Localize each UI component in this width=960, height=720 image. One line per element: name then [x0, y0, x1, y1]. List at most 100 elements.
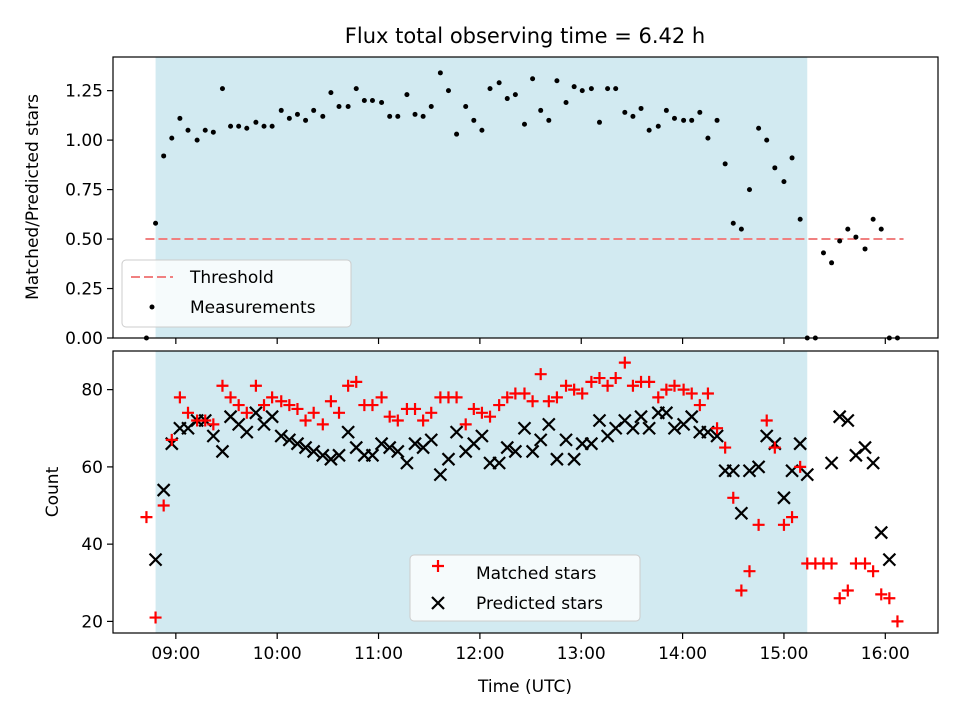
predicted-stars-point — [710, 429, 724, 443]
predicted-stars-point — [592, 413, 607, 428]
matched-stars-point — [891, 615, 904, 628]
legend-threshold-label: Threshold — [189, 268, 274, 288]
matched-stars-point — [560, 379, 573, 392]
xtick-label: 12:00 — [455, 644, 504, 664]
predicted-stars-point — [734, 506, 749, 521]
matched-stars-point — [542, 395, 555, 408]
measurement-point — [870, 216, 876, 222]
predicted-stars-point — [316, 448, 330, 463]
matched-stars-point — [232, 399, 245, 412]
top-y-axis-label: Matched/Predicted stars — [23, 94, 43, 300]
predicted-stars-point — [777, 491, 791, 505]
predicted-stars-point — [567, 452, 581, 466]
predicted-stars-point — [265, 409, 279, 424]
matched-stars-point — [417, 414, 430, 427]
predicted-stars-point — [475, 429, 489, 443]
measurement-point — [738, 226, 744, 232]
matched-stars-point — [609, 372, 622, 385]
top-ytick-label: 0.75 — [65, 181, 103, 201]
predicted-stars-point — [793, 436, 807, 451]
measurement-point — [730, 220, 736, 226]
matched-stars-point — [149, 611, 162, 624]
top-ytick-label: 1.00 — [65, 131, 103, 151]
measurement-point — [185, 127, 191, 133]
predicted-stars-point — [206, 429, 221, 443]
predicted-stars-point — [882, 552, 897, 567]
matched-stars-point — [316, 418, 329, 431]
matched-stars-point — [518, 387, 531, 400]
measurement-point — [689, 117, 695, 123]
measurement-point — [521, 121, 527, 127]
measurement-point — [471, 117, 477, 123]
matched-stars-point — [291, 402, 304, 415]
measurement-point — [202, 127, 208, 133]
matched-stars-point — [375, 391, 388, 404]
matched-stars-point — [841, 584, 854, 597]
matched-stars-point — [493, 399, 506, 412]
measurement-point — [829, 260, 835, 266]
measurement-point — [845, 226, 851, 232]
matched-stars-point — [618, 356, 631, 369]
matched-stars-point — [324, 395, 337, 408]
measurement-point — [705, 135, 711, 141]
legend-matched-swatch — [432, 560, 444, 572]
measurement-point — [303, 117, 309, 123]
matched-stars-point — [534, 368, 547, 381]
matched-stars-point — [825, 557, 838, 570]
measurement-point — [789, 155, 795, 161]
predicted-stars-point — [274, 429, 289, 443]
matched-stars-point — [450, 391, 463, 404]
measurement-point — [161, 153, 167, 159]
measurement-point — [563, 100, 569, 106]
predicted-stars-point — [517, 421, 532, 436]
predicted-stars-point — [400, 456, 414, 470]
matched-stars-point — [743, 565, 756, 578]
predicted-stars-point — [365, 448, 380, 463]
matched-stars-point — [409, 402, 422, 415]
measurement-point — [655, 123, 661, 129]
predicted-stars-point — [866, 456, 880, 470]
measurement-point — [454, 131, 460, 137]
measurement-point — [538, 107, 544, 113]
measurement-point — [328, 90, 334, 96]
measurement-point — [837, 238, 843, 244]
measurement-point — [479, 127, 485, 133]
matched-stars-point — [366, 399, 379, 412]
matched-stars-point — [626, 379, 639, 392]
matched-stars-point — [568, 383, 581, 396]
bottom-panel: 20 40 60 80 09:00 10:00 11:00 12:00 13:00 14:00 1… — [43, 350, 939, 697]
measurement-point — [630, 113, 636, 119]
predicted-stars-point — [726, 463, 741, 478]
matched-stars-point — [342, 379, 355, 392]
measurement-point — [496, 80, 502, 86]
predicted-stars-point — [824, 456, 839, 470]
matched-stars-point — [240, 406, 253, 419]
xtick-label: 13:00 — [557, 644, 606, 664]
matched-stars-point — [258, 399, 271, 412]
predicted-stars-point — [584, 436, 599, 451]
measurement-point — [663, 107, 669, 113]
measurement-point — [404, 92, 410, 98]
measurement-point — [437, 70, 443, 76]
bottom-legend-box — [409, 554, 641, 622]
predicted-stars-point — [249, 406, 263, 420]
predicted-stars-point — [341, 425, 355, 439]
matched-stars-point — [711, 422, 724, 435]
predicted-stars-point — [424, 433, 439, 447]
matched-stars-point — [777, 518, 790, 531]
bottom-ytick-label: 20 — [81, 612, 103, 632]
measurement-point — [210, 129, 216, 135]
measurement-point — [722, 161, 728, 167]
measurement-point — [294, 111, 300, 117]
measurement-point — [530, 76, 536, 82]
predicted-stars-point — [508, 444, 523, 459]
measurement-point — [554, 78, 560, 84]
measurement-point — [764, 137, 770, 143]
predicted-stars-point — [659, 406, 674, 420]
matched-stars-point — [883, 592, 896, 605]
predicted-stars-point — [382, 440, 397, 455]
matched-stars-point — [643, 375, 656, 388]
top-x-ticks — [175, 338, 886, 344]
legend-predicted-swatch — [431, 596, 445, 610]
legend-measurements-swatch — [149, 304, 155, 310]
